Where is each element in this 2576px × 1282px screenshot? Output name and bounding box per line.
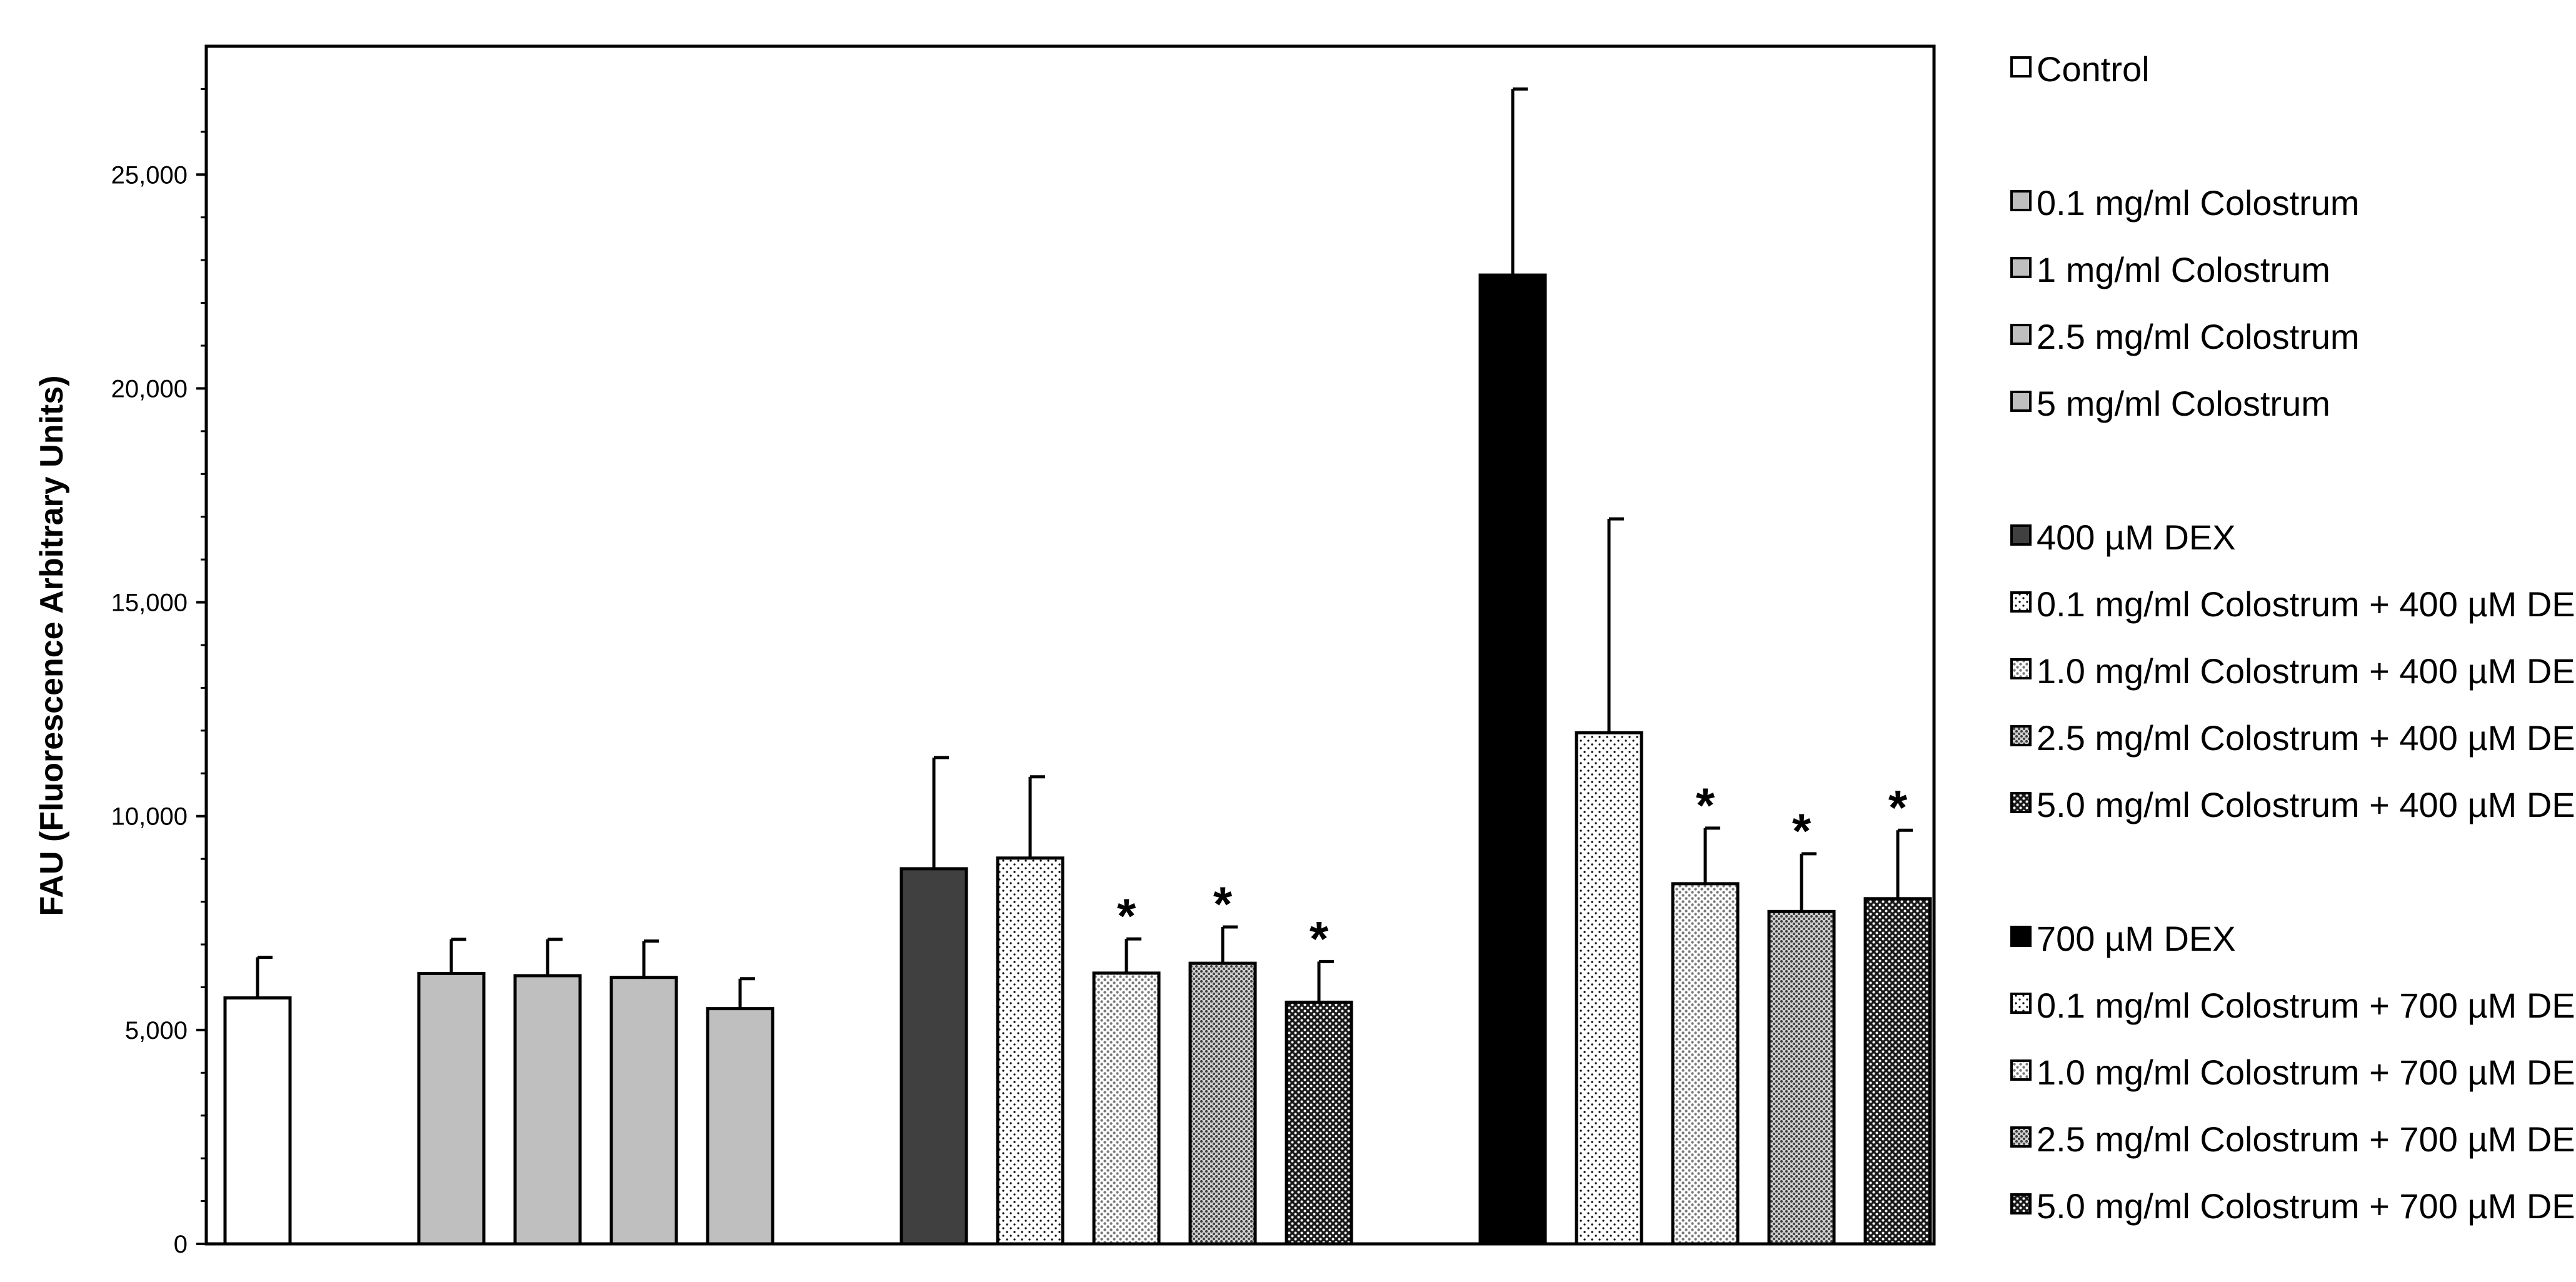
legend-swatch bbox=[2010, 56, 2032, 78]
y-tick-label: 25,000 bbox=[111, 161, 188, 189]
significance-markers: * * * * * * bbox=[1117, 778, 1908, 966]
significance-star: * bbox=[1792, 803, 1812, 858]
legend-label: 1 mg/ml Colostrum bbox=[2037, 250, 2330, 289]
legend-swatch bbox=[2010, 257, 2032, 278]
legend-label: 1.0 mg/ml Colostrum + 700 µM DEX bbox=[2037, 1053, 2576, 1092]
bar bbox=[1478, 273, 1547, 1246]
legend-swatch bbox=[2010, 591, 2032, 613]
bar bbox=[513, 974, 582, 1246]
legend-swatch bbox=[2010, 391, 2032, 412]
bar bbox=[900, 867, 968, 1246]
legend-label: 400 µM DEX bbox=[2037, 518, 2236, 557]
bar bbox=[1188, 961, 1257, 1246]
legend-label: 5 mg/ml Colostrum bbox=[2037, 384, 2330, 423]
legend-swatch bbox=[2010, 1193, 2032, 1214]
legend-swatch bbox=[2010, 1059, 2032, 1081]
legend-label: 5.0 mg/ml Colostrum + 700 µM DEX bbox=[2037, 1186, 2576, 1226]
legend: Control 0.1 mg/ml Colostrum 1 mg/ml Colost… bbox=[2010, 49, 2576, 1226]
y-tick-label: 0 bbox=[174, 1231, 188, 1258]
plot-area-frame bbox=[204, 44, 1936, 1246]
legend-swatch bbox=[2010, 658, 2032, 679]
legend-swatch bbox=[2010, 993, 2032, 1014]
bar bbox=[609, 976, 678, 1246]
legend-label: 1.0 mg/ml Colostrum + 400 µM DEX bbox=[2037, 651, 2576, 691]
bar bbox=[996, 856, 1065, 1246]
bar bbox=[223, 996, 292, 1246]
legend-label: 2.5 mg/ml Colostrum bbox=[2037, 317, 2360, 356]
significance-star: * bbox=[1696, 778, 1715, 833]
legend-swatch bbox=[2010, 190, 2032, 211]
legend-swatch bbox=[2010, 324, 2032, 345]
legend-swatch bbox=[2010, 1126, 2032, 1148]
legend-swatch bbox=[2010, 524, 2032, 546]
y-tick-label: 15,000 bbox=[111, 589, 188, 617]
error-bars-layer bbox=[256, 87, 1913, 1009]
bar bbox=[417, 972, 486, 1246]
legend-label: 2.5 mg/ml Colostrum + 700 µM DEX bbox=[2037, 1119, 2576, 1159]
y-axis: 0 5,000 10,000 15,000 20,000 25,000 bbox=[111, 88, 206, 1258]
legend-swatch bbox=[2010, 725, 2032, 746]
legend-label: 0.1 mg/ml Colostrum bbox=[2037, 183, 2360, 223]
bar bbox=[1671, 882, 1740, 1246]
significance-star: * bbox=[1310, 911, 1329, 966]
y-tick-label: 5,000 bbox=[125, 1017, 188, 1044]
legend-label: 0.1 mg/ml Colostrum + 700 µM DEX bbox=[2037, 986, 2576, 1025]
legend-label: 2.5 mg/ml Colostrum + 400 µM DEX bbox=[2037, 718, 2576, 758]
bar bbox=[1863, 897, 1932, 1246]
legend-label: 700 µM DEX bbox=[2037, 919, 2236, 958]
bar bbox=[1575, 731, 1643, 1246]
legend-swatch bbox=[2010, 926, 2032, 947]
significance-star: * bbox=[1213, 876, 1233, 931]
legend-label: 0.1 mg/ml Colostrum + 400 µM DEX bbox=[2037, 584, 2576, 624]
bar bbox=[706, 1007, 774, 1246]
bar bbox=[1285, 1000, 1353, 1246]
legend-swatch bbox=[2010, 792, 2032, 813]
significance-star: * bbox=[1888, 779, 1908, 834]
legend-label: 5.0 mg/ml Colostrum + 400 µM DEX bbox=[2037, 785, 2576, 824]
legend-label: Control bbox=[2037, 49, 2150, 89]
bars-layer bbox=[223, 273, 1932, 1246]
bar bbox=[1767, 909, 1836, 1246]
y-tick-label: 10,000 bbox=[111, 803, 188, 831]
bar bbox=[1092, 971, 1161, 1246]
y-axis-label: FAU (Fluorescence Arbitrary Units) bbox=[34, 376, 70, 916]
significance-star: * bbox=[1117, 888, 1136, 943]
y-tick-label: 20,000 bbox=[111, 375, 188, 403]
